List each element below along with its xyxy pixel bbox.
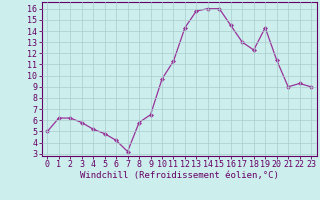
X-axis label: Windchill (Refroidissement éolien,°C): Windchill (Refroidissement éolien,°C) (80, 171, 279, 180)
